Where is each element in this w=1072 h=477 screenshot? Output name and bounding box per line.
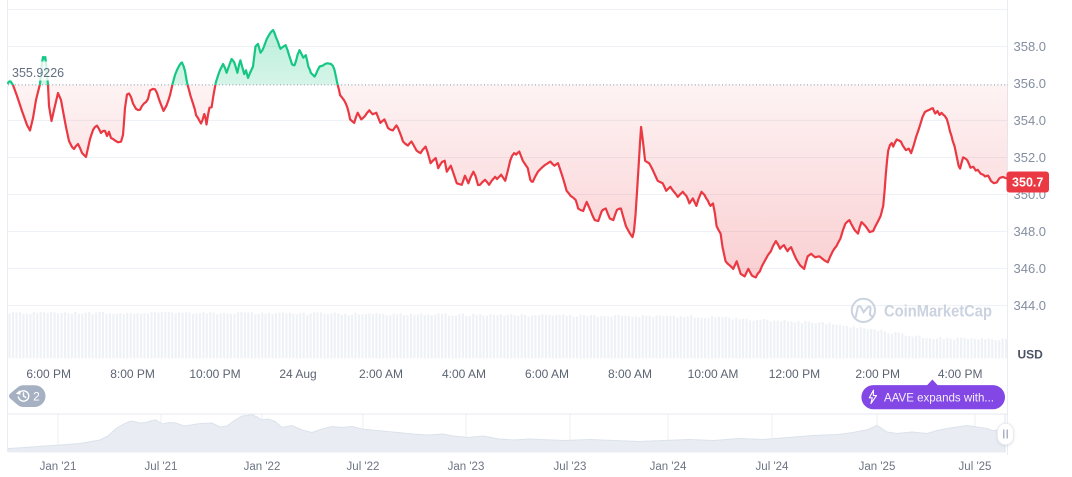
svg-text:358.0: 358.0: [1014, 39, 1047, 54]
svg-text:344.0: 344.0: [1014, 298, 1047, 313]
svg-text:2:00 AM: 2:00 AM: [359, 367, 403, 381]
svg-text:Jul '21: Jul '21: [145, 461, 178, 473]
svg-text:Jan '24: Jan '24: [650, 461, 687, 473]
svg-text:348.0: 348.0: [1014, 224, 1047, 239]
svg-text:Jan '25: Jan '25: [859, 461, 896, 473]
svg-text:Jul '22: Jul '22: [347, 461, 380, 473]
svg-text:354.0: 354.0: [1014, 113, 1047, 128]
svg-text:AAVE expands with...: AAVE expands with...: [884, 390, 994, 404]
svg-text:24 Aug: 24 Aug: [279, 367, 316, 381]
svg-text:6:00 PM: 6:00 PM: [26, 367, 71, 381]
svg-text:4:00 AM: 4:00 AM: [442, 367, 486, 381]
svg-text:2:00 PM: 2:00 PM: [855, 367, 900, 381]
svg-text:10:00 PM: 10:00 PM: [189, 367, 240, 381]
svg-text:8:00 PM: 8:00 PM: [110, 367, 155, 381]
svg-text:356.0: 356.0: [1014, 76, 1047, 91]
svg-text:2: 2: [33, 390, 40, 404]
svg-text:6:00 AM: 6:00 AM: [525, 367, 569, 381]
svg-text:12:00 PM: 12:00 PM: [769, 367, 820, 381]
svg-text:Jan '22: Jan '22: [244, 461, 281, 473]
svg-text:Jul '23: Jul '23: [554, 461, 587, 473]
svg-text:346.0: 346.0: [1014, 261, 1047, 276]
svg-text:Jul '25: Jul '25: [959, 461, 992, 473]
svg-text:355.9226: 355.9226: [12, 66, 64, 80]
svg-text:8:00 AM: 8:00 AM: [608, 367, 652, 381]
svg-text:10:00 AM: 10:00 AM: [688, 367, 739, 381]
svg-text:350.7: 350.7: [1012, 175, 1043, 189]
svg-text:Jan '23: Jan '23: [448, 461, 485, 473]
svg-text:CoinMarketCap: CoinMarketCap: [884, 303, 992, 321]
svg-text:USD: USD: [1018, 347, 1044, 361]
svg-text:352.0: 352.0: [1014, 150, 1047, 165]
svg-text:Jul '24: Jul '24: [756, 461, 789, 473]
svg-text:Jan '21: Jan '21: [40, 461, 77, 473]
svg-text:4:00 PM: 4:00 PM: [938, 367, 983, 381]
